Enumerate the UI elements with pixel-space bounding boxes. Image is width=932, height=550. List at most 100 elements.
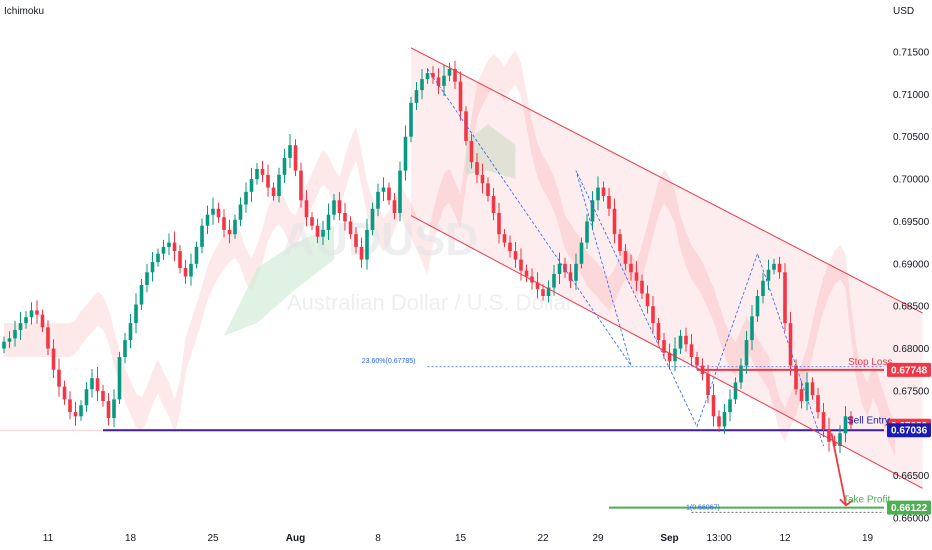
candle-body[interactable] <box>266 174 270 188</box>
candle-body[interactable] <box>315 225 320 237</box>
candle-body[interactable] <box>381 187 386 192</box>
candle-body[interactable] <box>618 234 622 252</box>
candle-body[interactable] <box>376 191 380 209</box>
candle-body[interactable] <box>84 389 89 406</box>
candle-body[interactable] <box>722 412 727 427</box>
candle-body[interactable] <box>200 225 204 247</box>
candle-body[interactable] <box>24 317 28 324</box>
candle-body[interactable] <box>524 270 529 277</box>
candle-body[interactable] <box>838 433 842 446</box>
candle-body[interactable] <box>645 293 650 307</box>
candle-body[interactable] <box>205 214 210 226</box>
candle-body[interactable] <box>629 263 633 273</box>
candle-body[interactable] <box>101 390 105 402</box>
candle-body[interactable] <box>513 251 518 260</box>
candle-body[interactable] <box>816 395 820 413</box>
candle-body[interactable] <box>117 357 122 400</box>
candle-body[interactable] <box>662 340 666 353</box>
candle-body[interactable] <box>486 183 490 197</box>
candle-body[interactable] <box>194 246 199 264</box>
candle-body[interactable] <box>678 335 683 349</box>
candle-body[interactable] <box>211 208 215 215</box>
candle-body[interactable] <box>458 81 463 112</box>
candle-body[interactable] <box>260 168 265 175</box>
candle-body[interactable] <box>106 401 111 419</box>
candle-body[interactable] <box>596 187 600 201</box>
candle-body[interactable] <box>123 340 127 358</box>
candle-body[interactable] <box>233 219 237 235</box>
candle-body[interactable] <box>607 196 611 209</box>
candle-body[interactable] <box>304 200 309 218</box>
candle-body[interactable] <box>530 276 534 283</box>
candle-body[interactable] <box>409 102 413 137</box>
candle-body[interactable] <box>728 399 732 413</box>
candle-body[interactable] <box>464 111 468 141</box>
candle-body[interactable] <box>777 263 782 273</box>
candle-body[interactable] <box>255 168 259 180</box>
candle-body[interactable] <box>480 174 485 184</box>
candle-body[interactable] <box>128 323 133 341</box>
candle-body[interactable] <box>552 273 556 288</box>
candle-body[interactable] <box>535 282 540 290</box>
candle-body[interactable] <box>370 208 375 230</box>
candle-body[interactable] <box>541 289 545 297</box>
candle-body[interactable] <box>40 314 45 328</box>
candle-body[interactable] <box>2 341 6 349</box>
candle-body[interactable] <box>293 145 298 171</box>
candle-body[interactable] <box>139 285 144 305</box>
candle-body[interactable] <box>579 242 584 264</box>
candle-body[interactable] <box>95 378 100 391</box>
candle-body[interactable] <box>365 229 369 260</box>
candle-body[interactable] <box>178 251 182 269</box>
candle-body[interactable] <box>244 191 248 205</box>
candle-body[interactable] <box>392 200 397 213</box>
candle-body[interactable] <box>332 200 336 215</box>
candle-body[interactable] <box>156 253 160 263</box>
candle-body[interactable] <box>326 214 331 230</box>
candle-body[interactable] <box>18 323 23 330</box>
channel-lower-line[interactable] <box>410 215 923 489</box>
candle-body[interactable] <box>717 416 721 427</box>
candle-body[interactable] <box>788 323 793 366</box>
candle-body[interactable] <box>700 365 705 374</box>
candle-body[interactable] <box>321 229 325 237</box>
candle-body[interactable] <box>684 335 688 345</box>
candle-body[interactable] <box>766 269 771 281</box>
candle-body[interactable] <box>761 280 765 297</box>
candle-body[interactable] <box>651 306 655 324</box>
candle-body[interactable] <box>161 246 166 254</box>
candle-body[interactable] <box>563 263 567 273</box>
candle-body[interactable] <box>755 296 760 317</box>
candle-body[interactable] <box>337 200 342 213</box>
candle-body[interactable] <box>475 162 479 175</box>
candle-body[interactable] <box>590 200 595 222</box>
candle-body[interactable] <box>189 263 193 277</box>
candle-body[interactable] <box>112 399 116 419</box>
candle-body[interactable] <box>249 179 254 192</box>
candle-body[interactable] <box>343 212 347 222</box>
candle-body[interactable] <box>277 174 281 197</box>
candle-body[interactable] <box>271 187 276 197</box>
candle-body[interactable] <box>172 242 177 252</box>
candle-body[interactable] <box>414 90 419 103</box>
candle-body[interactable] <box>227 229 232 235</box>
candle-body[interactable] <box>310 217 314 226</box>
candle-body[interactable] <box>849 416 853 425</box>
candle-body[interactable] <box>810 382 815 396</box>
candle-body[interactable] <box>35 310 39 315</box>
candle-body[interactable] <box>519 259 523 271</box>
candle-body[interactable] <box>711 395 716 417</box>
candle-body[interactable] <box>491 196 496 213</box>
candle-body[interactable] <box>601 187 606 197</box>
candle-body[interactable] <box>805 382 809 402</box>
candle-body[interactable] <box>183 268 188 277</box>
candle-body[interactable] <box>772 263 776 270</box>
candle-body[interactable] <box>508 242 512 252</box>
candle-body[interactable] <box>359 246 364 260</box>
candle-body[interactable] <box>497 212 501 235</box>
candle-body[interactable] <box>656 323 661 341</box>
candle-body[interactable] <box>585 221 589 243</box>
candle-body[interactable] <box>216 208 221 218</box>
candle-body[interactable] <box>299 170 303 201</box>
